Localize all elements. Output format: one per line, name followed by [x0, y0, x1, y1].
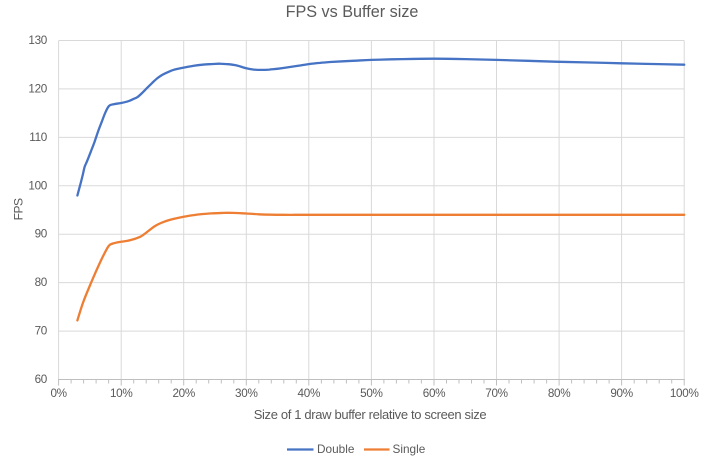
svg-text:90: 90: [35, 228, 48, 241]
svg-text:60%: 60%: [423, 387, 446, 400]
svg-text:Size of 1 draw buffer relative: Size of 1 draw buffer relative to screen…: [254, 407, 487, 422]
svg-text:130: 130: [28, 34, 47, 47]
svg-text:100: 100: [28, 179, 47, 192]
svg-text:70%: 70%: [485, 387, 508, 400]
svg-text:Single: Single: [393, 442, 426, 456]
svg-text:50%: 50%: [360, 387, 383, 400]
svg-text:20%: 20%: [172, 387, 195, 400]
svg-text:10%: 10%: [110, 387, 133, 400]
svg-text:90%: 90%: [610, 387, 633, 400]
svg-text:30%: 30%: [235, 387, 258, 400]
svg-text:Double: Double: [317, 442, 355, 456]
svg-text:100%: 100%: [670, 387, 699, 400]
svg-text:120: 120: [28, 82, 47, 95]
svg-text:110: 110: [29, 131, 48, 144]
svg-text:FPS vs Buffer size: FPS vs Buffer size: [286, 3, 419, 21]
svg-text:60: 60: [35, 373, 48, 386]
svg-text:FPS: FPS: [12, 198, 26, 220]
svg-text:0%: 0%: [50, 387, 66, 400]
svg-text:80: 80: [35, 276, 48, 289]
svg-text:40%: 40%: [298, 387, 321, 400]
svg-text:80%: 80%: [548, 387, 571, 400]
svg-text:70: 70: [35, 325, 48, 338]
